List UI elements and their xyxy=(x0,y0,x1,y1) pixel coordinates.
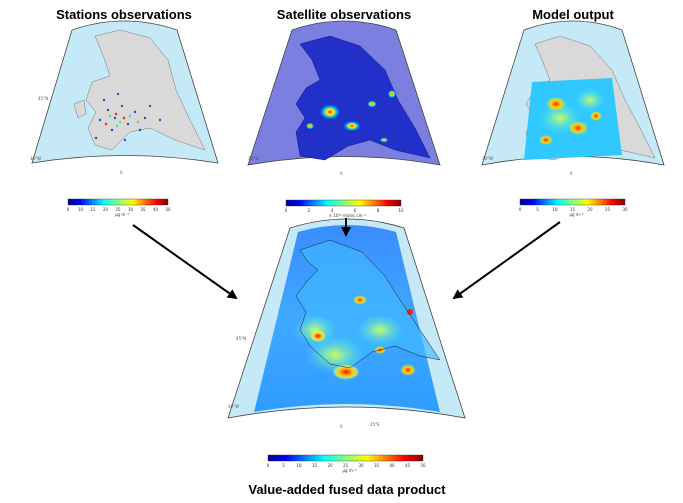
fused-colorbar-unit: µg m⁻³ xyxy=(343,468,357,473)
satellite-colorbar-tick: 2 xyxy=(308,208,311,213)
model-colorbar-tick: 5 xyxy=(536,207,539,212)
stations-colorbar-unit: µg m⁻³ xyxy=(115,212,129,217)
stations-colorbar-tick: 40 xyxy=(153,207,159,212)
satellite-colorbar-tick: 10 xyxy=(398,208,404,213)
svg-text:30°W: 30°W xyxy=(228,404,239,409)
fused-colorbar-tick: 45 xyxy=(405,463,411,468)
fused-colorbar-tick: 30 xyxy=(358,463,364,468)
fused-colorbar-tick: 25 xyxy=(343,463,349,468)
fused-colorbar-tick: 10 xyxy=(296,463,302,468)
stations-colorbar-tick: 25 xyxy=(115,207,121,212)
satellite-colorbar-tick: 8 xyxy=(377,208,380,213)
stations-title: Stations observations xyxy=(56,7,192,22)
stations-colorbar-tick: 15 xyxy=(90,207,96,212)
stations-colorbar xyxy=(67,198,169,206)
stations-colorbar-tick: 30 xyxy=(128,207,134,212)
svg-text:30°W: 30°W xyxy=(30,156,41,161)
fused-colorbar-tick: 0 xyxy=(267,463,270,468)
model-colorbar-unit: µg m⁻³ xyxy=(570,212,584,217)
model-map: 30°W 0 xyxy=(481,20,665,176)
stations-colorbar-tick: 35 xyxy=(140,207,146,212)
fused-title: Value-added fused data product xyxy=(248,482,446,497)
satellite-colorbar-tick: 4 xyxy=(331,208,334,213)
fused-colorbar-tick: 40 xyxy=(389,463,395,468)
model-colorbar-tick: 20 xyxy=(587,207,593,212)
satellite-title: Satellite observations xyxy=(276,7,412,22)
stations-colorbar-tick: 0 xyxy=(67,207,70,212)
model-colorbar-tick: 25 xyxy=(605,207,611,212)
fused-colorbar-tick: 50 xyxy=(420,463,426,468)
fused-colorbar-tick: 5 xyxy=(282,463,285,468)
fused-colorbar xyxy=(267,454,424,462)
model-colorbar xyxy=(519,198,626,206)
stations-map: 30°W 45°N 0 xyxy=(30,20,219,175)
model-colorbar-tick: 30 xyxy=(622,207,628,212)
satellite-map: 30°W 0 xyxy=(247,20,441,176)
stations-colorbar-tick: 50 xyxy=(165,207,171,212)
svg-text:0: 0 xyxy=(120,170,123,175)
stations-colorbar-tick: 20 xyxy=(103,207,109,212)
fused-colorbar-tick: 20 xyxy=(327,463,333,468)
fused-colorbar-tick: 15 xyxy=(312,463,318,468)
satellite-colorbar-tick: 0 xyxy=(285,208,288,213)
svg-text:45°N: 45°N xyxy=(38,96,48,101)
arrow-stations-to-fused xyxy=(132,224,238,300)
svg-text:45°N: 45°N xyxy=(236,336,246,341)
satellite-colorbar-unit: × 10¹⁵ molec cm⁻² xyxy=(329,213,367,218)
satellite-colorbar-tick: 6 xyxy=(354,208,357,213)
model-colorbar-tick: 10 xyxy=(552,207,558,212)
svg-text:0: 0 xyxy=(340,171,343,176)
svg-text:0: 0 xyxy=(570,171,573,176)
fused-map: 30°W 45°N 0 15°E xyxy=(227,218,466,429)
arrow-model-to-fused xyxy=(452,221,561,300)
model-colorbar-tick: 15 xyxy=(570,207,576,212)
svg-text:30°W: 30°W xyxy=(248,156,259,161)
svg-text:0: 0 xyxy=(340,424,343,429)
fused-colorbar-tick: 35 xyxy=(374,463,380,468)
stations-colorbar-tick: 10 xyxy=(78,207,84,212)
model-title: Model output xyxy=(532,7,614,22)
satellite-colorbar xyxy=(285,199,402,207)
svg-text:30°W: 30°W xyxy=(482,156,493,161)
svg-text:15°E: 15°E xyxy=(370,422,380,427)
model-colorbar-tick: 0 xyxy=(519,207,522,212)
